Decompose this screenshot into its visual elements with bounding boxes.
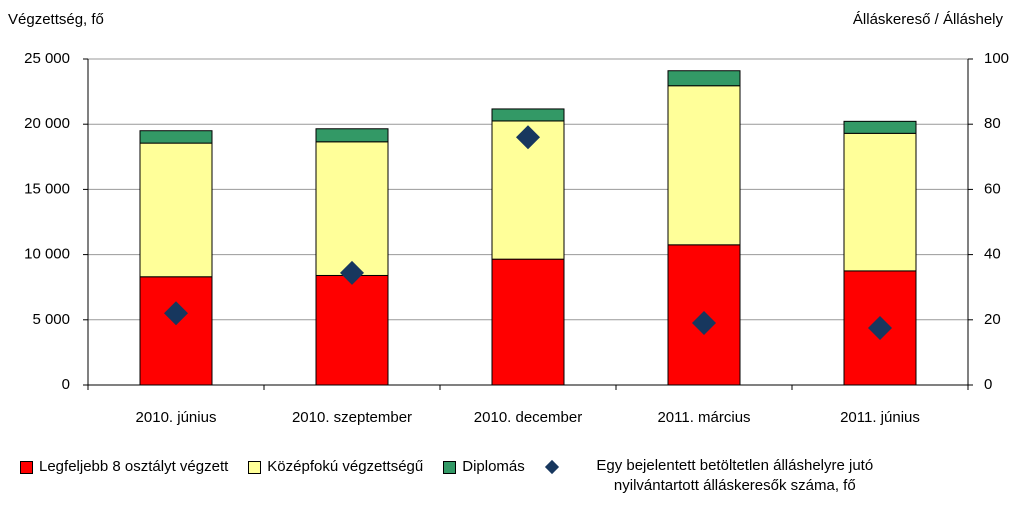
y2-tick-label: 60: [984, 180, 1001, 197]
bar-segment: [315, 128, 389, 143]
y-tick-label: 5 000: [32, 311, 70, 328]
y-tick-label: 25 000: [24, 50, 70, 67]
y-tick-label: 10 000: [24, 246, 70, 263]
diamond-marker: [340, 260, 364, 285]
legend-item: Diplomás: [443, 458, 525, 475]
x-tick-label: 2010. június: [136, 409, 217, 426]
bar-segment: [491, 258, 565, 386]
diamond-marker: [868, 315, 892, 340]
y-tick-label: 0: [62, 376, 70, 393]
y-tick-label: 20 000: [24, 115, 70, 132]
chart: Végzettség, fő Álláskereső / Álláshely 0…: [8, 11, 1009, 426]
bar-segment: [843, 120, 917, 134]
bar-segment: [315, 274, 389, 386]
legend-swatch: [248, 461, 262, 474]
legend-swatch: [20, 461, 33, 474]
diamond-marker: [164, 301, 188, 326]
bar-segment: [667, 85, 741, 246]
bar-segment: [491, 108, 565, 122]
y-axis-title: Végzettség, fő: [8, 11, 104, 28]
bar-segment: [139, 276, 213, 386]
legend-item: Legfeljebb 8 osztályt végzett: [20, 458, 228, 475]
x-tick-label: 2011. március: [657, 409, 750, 426]
y2-axis-title: Álláskereső / Álláshely: [853, 11, 1004, 28]
x-tick-label: 2010. december: [474, 409, 582, 426]
legend-swatch: [544, 459, 559, 475]
x-tick-label: 2011. június: [840, 409, 920, 426]
legend-item: Egy bejelentett betöltetlen álláshelyre …: [544, 457, 905, 496]
legend-label: Legfeljebb 8 osztályt végzett: [39, 458, 229, 475]
legend-swatch: [443, 461, 457, 474]
y2-tick-label: 40: [984, 246, 1001, 263]
diamond-marker: [692, 311, 716, 336]
bar-segment: [315, 141, 389, 276]
y2-tick-label: 100: [984, 50, 1009, 67]
legend: Legfeljebb 8 osztályt végzett Középfokú v…: [20, 457, 1010, 496]
bar-segment: [667, 70, 741, 87]
bar-segment: [843, 132, 917, 272]
bar-segment: [139, 142, 213, 278]
diamond-marker: [516, 125, 540, 150]
legend-label: Középfokú végzettségű: [267, 458, 424, 475]
y2-tick-label: 0: [984, 376, 992, 393]
y2-tick-label: 80: [984, 115, 1001, 132]
bar-segment: [139, 130, 213, 144]
legend-item: Középfokú végzettségű: [248, 458, 423, 475]
y-tick-label: 15 000: [24, 180, 70, 197]
x-tick-label: 2010. szeptember: [292, 409, 412, 426]
legend-label: Diplomás: [462, 458, 525, 475]
legend-label: Egy bejelentett betöltetlen álláshelyre …: [596, 457, 874, 494]
y2-tick-label: 20: [984, 311, 1001, 328]
